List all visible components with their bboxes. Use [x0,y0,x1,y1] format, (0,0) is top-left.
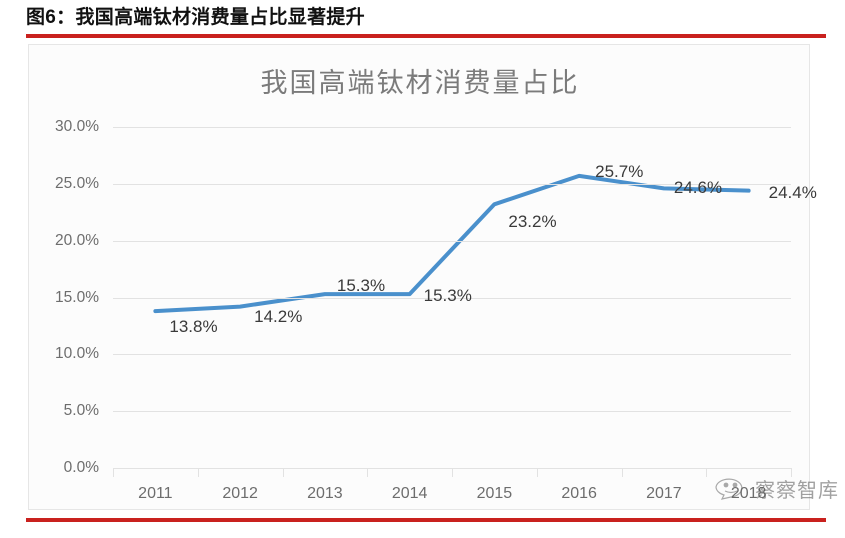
gridline [113,183,791,185]
figure-caption: 图6：我国高端钛材消费量占比显著提升 [26,7,365,28]
data-point-label: 23.2% [508,212,557,232]
y-axis-tick-label: 15.0% [55,288,99,306]
x-axis-tick-separator [791,468,792,477]
x-axis-tick-label: 2017 [646,485,682,502]
x-axis-tick-label: 2015 [476,485,513,502]
data-point-label: 25.7% [595,161,644,181]
x-axis-tick-label: 2013 [307,485,343,502]
data-point-label: 15.3% [336,276,386,296]
y-axis-tick-label: 10.0% [55,345,99,363]
gridline [113,354,791,356]
chart-container: 我国高端钛材消费量占比 30.0% 25.0% 20.0% 15.0% 10.0% 5.0… [28,44,817,510]
data-point-label: 13.8% [169,317,218,337]
y-axis-tick-label: 30.0% [55,118,99,135]
gridline [113,411,791,413]
gridline [113,297,791,299]
x-axis-tick-label: 2014 [391,485,428,502]
data-point-label: 14.2% [254,306,303,326]
bottom-divider-rule [26,518,826,522]
y-axis-tick-label: 0.0% [63,459,99,476]
x-axis-tick-label: 2012 [222,485,258,502]
x-axis-tick-separator [621,468,623,477]
data-point-label: 24.4% [768,182,817,202]
x-axis-tick-label: 2011 [138,485,173,502]
y-axis-tick-label: 20.0% [55,231,99,249]
y-axis-tick-label: 5.0% [63,402,99,420]
x-axis-tick-separator [706,468,708,477]
data-point-label: 24.6% [673,178,723,198]
x-axis-tick-separator [452,468,453,477]
x-axis-tick-label: 2018 [730,485,767,502]
x-axis-tick-separator [113,468,114,477]
x-axis-tick-separator [282,468,284,477]
plot-area: 30.0% 25.0% 20.0% 15.0% 10.0% 5.0% 0.0% 2011 201… [55,118,817,502]
gridline [113,240,791,242]
x-axis-tick-separator [536,468,538,477]
gridline [113,127,791,128]
top-divider-rule [26,34,826,38]
x-axis-tick-label: 2016 [561,485,597,502]
x-axis-tick-separator [367,468,369,477]
y-axis-tick-label: 25.0% [55,174,99,192]
x-axis-tick-separator [197,468,199,477]
data-point-label: 15.3% [423,286,472,306]
chart-title: 我国高端钛材消费量占比 [260,68,580,98]
